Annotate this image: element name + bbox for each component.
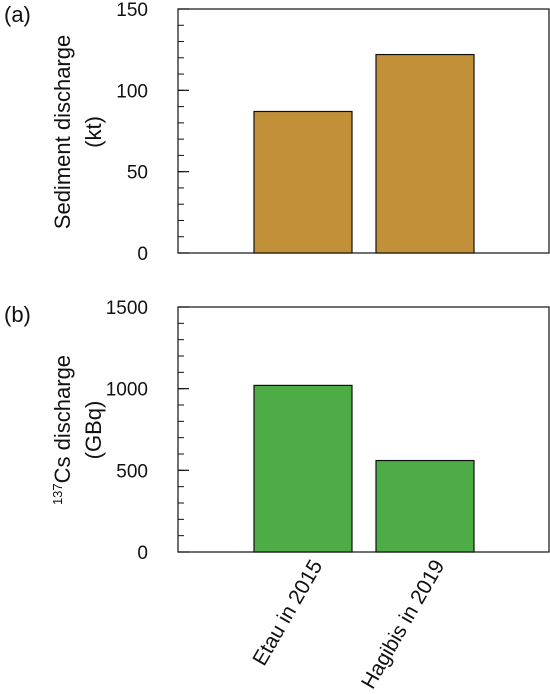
x-axis-categories: Etau in 2015 Hagibis in 2019 xyxy=(248,556,449,693)
panel-label-b: (b) xyxy=(4,302,31,327)
bars-a xyxy=(253,53,475,254)
y-tick-label: 150 xyxy=(116,0,148,21)
y-tick-label: 50 xyxy=(127,163,148,184)
panel-label-a: (a) xyxy=(4,2,31,27)
bar-b-1 xyxy=(253,384,353,553)
y-tick-label: 0 xyxy=(137,244,148,265)
y-tick-label: 100 xyxy=(116,81,148,102)
ylabel-b-superscript: 137 xyxy=(50,483,65,505)
y-tick-label: 1500 xyxy=(106,298,148,319)
ylabel-b-line2: (GBq) xyxy=(81,401,106,460)
category-label: Etau in 2015 xyxy=(248,556,327,670)
category-label: Hagibis in 2019 xyxy=(357,556,449,693)
plot-frame-a xyxy=(177,8,550,254)
bar-a-2 xyxy=(375,53,475,254)
plot-frame-b xyxy=(177,306,550,553)
y-tick-label: 500 xyxy=(116,461,148,482)
ylabel-b-text: Cs discharge xyxy=(50,355,75,483)
panel-a: (a) Sediment discharge (kt) 0 50 100 150 xyxy=(4,0,550,265)
y-axis-b: 0 500 1000 1500 xyxy=(106,298,189,564)
bar-a-1 xyxy=(253,110,353,254)
ylabel-b-line1: 137Cs discharge xyxy=(50,355,75,505)
panel-b: (b) 137Cs discharge (GBq) 0 500 1000 1500 xyxy=(4,298,550,564)
bar-b-2 xyxy=(375,459,475,553)
y-axis-a: 0 50 100 150 xyxy=(116,0,189,265)
y-tick-label: 0 xyxy=(137,543,148,564)
ylabel-a-line1: Sediment discharge xyxy=(50,35,75,229)
y-tick-label: 1000 xyxy=(106,380,148,401)
bars-b xyxy=(253,384,475,553)
ylabel-a-line2: (kt) xyxy=(81,116,106,148)
